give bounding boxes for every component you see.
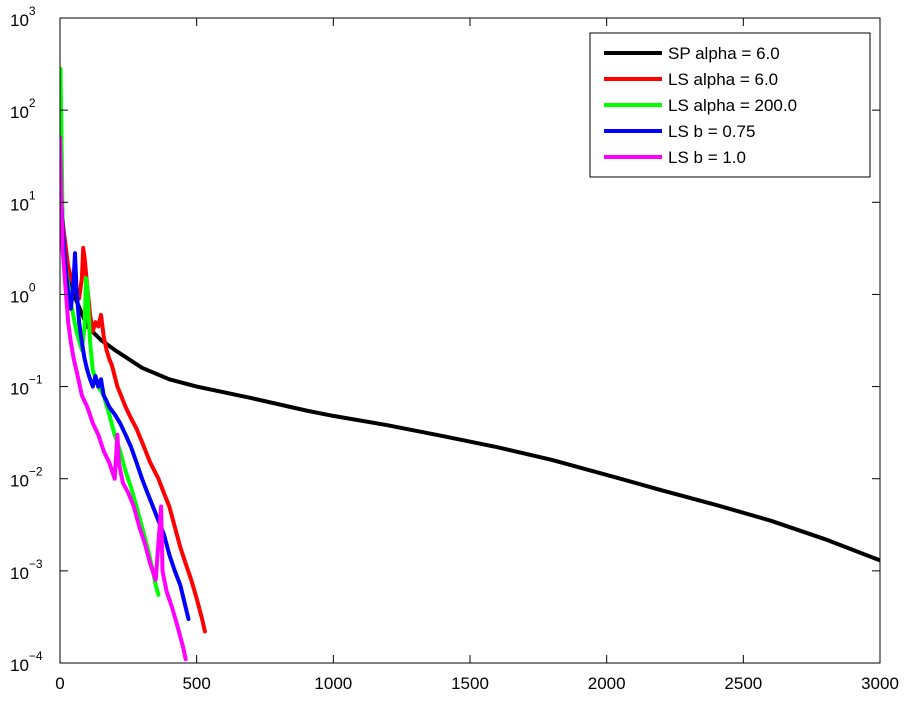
- x-tick-label: 1500: [451, 674, 489, 693]
- series-line-1: [60, 156, 880, 563]
- x-tick-label: 1000: [314, 674, 352, 693]
- axis-ticks: 0 500 1000 1500 2000 2500 3000 10−4 10−3 10−2 10−1…: [10, 4, 899, 693]
- x-tick-label: 0: [55, 674, 64, 693]
- legend: SP alpha = 6.0 LS alpha = 6.0 LS alpha = 2…: [589, 32, 871, 178]
- y-tick-label: 10−3: [10, 557, 43, 583]
- y-tick-label: 103: [10, 4, 36, 30]
- legend-label-2: LS alpha = 6.0: [668, 70, 778, 89]
- x-tick-label: 2500: [724, 674, 762, 693]
- x-tick-label: 3000: [861, 674, 899, 693]
- y-tick-label: 10−4: [10, 649, 43, 675]
- legend-label-1: SP alpha = 6.0: [668, 44, 780, 63]
- legend-label-5: LS b = 1.0: [668, 148, 746, 167]
- x-tick-label: 500: [182, 674, 210, 693]
- series-line-2: [60, 156, 207, 634]
- legend-label-4: LS b = 0.75: [668, 122, 755, 141]
- y-tick-label: 100: [10, 280, 36, 306]
- y-tick-label: 10−2: [10, 465, 43, 491]
- series-layer: [60, 66, 880, 662]
- x-tick-label: 2000: [588, 674, 626, 693]
- series-line-5: [60, 135, 188, 662]
- y-tick-label: 102: [10, 96, 36, 122]
- y-tick-label: 101: [10, 188, 36, 214]
- y-tick-label: 10−1: [10, 373, 43, 399]
- legend-label-3: LS alpha = 200.0: [668, 96, 797, 115]
